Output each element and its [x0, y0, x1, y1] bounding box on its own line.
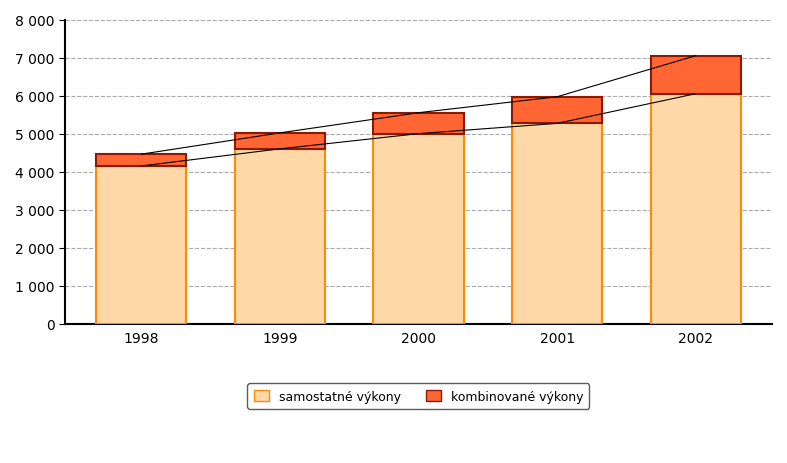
Bar	[373, 134, 464, 324]
Bar	[235, 150, 325, 324]
Bar	[96, 167, 187, 324]
Bar	[373, 113, 464, 134]
Bar	[96, 155, 187, 167]
Bar	[651, 94, 741, 324]
Bar	[512, 98, 602, 124]
Bar	[651, 56, 741, 94]
Bar	[235, 134, 325, 150]
Bar	[512, 124, 602, 324]
Legend: samostatné výkony, kombinované výkony: samostatné výkony, kombinované výkony	[247, 384, 589, 409]
